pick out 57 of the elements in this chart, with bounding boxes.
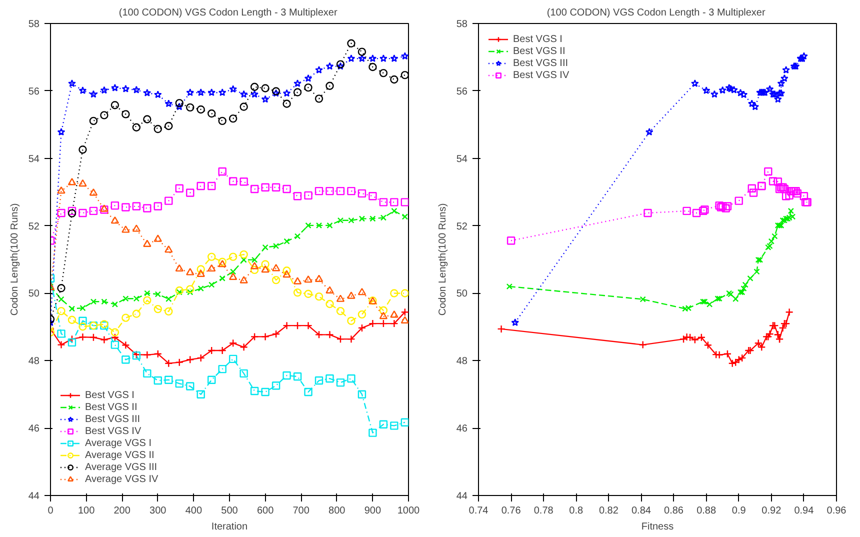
x-axis-title: Iteration <box>211 522 248 532</box>
legend-label: Best VGS III <box>513 57 568 69</box>
y-tick-label: 46 <box>456 424 468 435</box>
x-tick-label: 600 <box>256 506 274 516</box>
x-tick-label: 0.84 <box>631 506 652 516</box>
y-tick-label: 56 <box>28 86 40 98</box>
legend-label: Average VGS III <box>85 461 158 473</box>
x-tick-label: 1000 <box>397 506 420 516</box>
y-axis-title: Codon Length(100 Runs) <box>9 203 20 316</box>
x-tick-label: 0.88 <box>696 506 716 516</box>
legend-label: Average VGS II <box>85 449 154 461</box>
x-tick-label: 0.86 <box>664 506 684 516</box>
x-axis-title: Fitness <box>641 522 674 532</box>
y-tick-label: 58 <box>456 19 468 30</box>
chart-title: (100 CODON) VGS Codon Length - 3 Multiplexer <box>546 8 766 18</box>
y-tick-label: 44 <box>28 491 40 502</box>
legend-label: Best VGS IV <box>513 69 570 81</box>
y-axis-title: Codon Length(100 Runs) <box>437 203 448 316</box>
x-tick-label: 800 <box>328 506 346 516</box>
y-tick-label: 56 <box>456 86 468 98</box>
x-tick-label: 0.92 <box>762 506 782 516</box>
y-tick-label: 44 <box>456 491 468 502</box>
x-tick-label: 0 <box>48 506 54 516</box>
y-tick-label: 50 <box>456 288 468 300</box>
legend-label: Best VGS III <box>85 413 140 425</box>
y-tick-label: 48 <box>28 356 40 368</box>
y-tick-label: 52 <box>28 221 40 232</box>
x-tick-label: 200 <box>114 506 131 516</box>
y-tick-label: 58 <box>28 19 40 30</box>
x-tick-label: 700 <box>292 506 310 516</box>
x-tick-label: 900 <box>364 506 382 516</box>
x-tick-label: 0.94 <box>794 506 814 516</box>
y-tick-label: 50 <box>28 288 40 300</box>
legend-label: Best VGS I <box>85 389 134 401</box>
y-tick-label: 46 <box>28 424 40 435</box>
legend-label: Best VGS II <box>513 45 566 57</box>
legend-label: Average VGS IV <box>85 473 158 485</box>
chart-title: (100 CODON) VGS Codon Length - 3 Multiplexer <box>118 8 338 18</box>
y-tick-label: 52 <box>456 221 468 232</box>
x-tick-label: 400 <box>185 506 202 516</box>
legend-label: Best VGS I <box>513 33 562 45</box>
y-tick-label: 48 <box>456 356 468 368</box>
x-tick-label: 100 <box>78 506 96 516</box>
x-tick-label: 0.8 <box>569 506 584 516</box>
x-tick-label: 0.9 <box>732 506 746 516</box>
x-tick-label: 0.78 <box>534 506 554 516</box>
legend-label: Average VGS I <box>85 437 152 449</box>
x-tick-label: 0.96 <box>826 506 847 516</box>
legend-label: Best VGS II <box>85 401 138 413</box>
y-tick-label: 54 <box>456 154 468 165</box>
legend-label: Best VGS IV <box>85 425 142 437</box>
y-tick-label: 54 <box>28 154 40 165</box>
x-tick-label: 0.74 <box>468 506 489 516</box>
x-tick-label: 300 <box>150 506 167 516</box>
x-tick-label: 0.82 <box>598 506 619 516</box>
x-tick-label: 0.76 <box>501 506 522 516</box>
x-tick-label: 500 <box>221 506 238 516</box>
